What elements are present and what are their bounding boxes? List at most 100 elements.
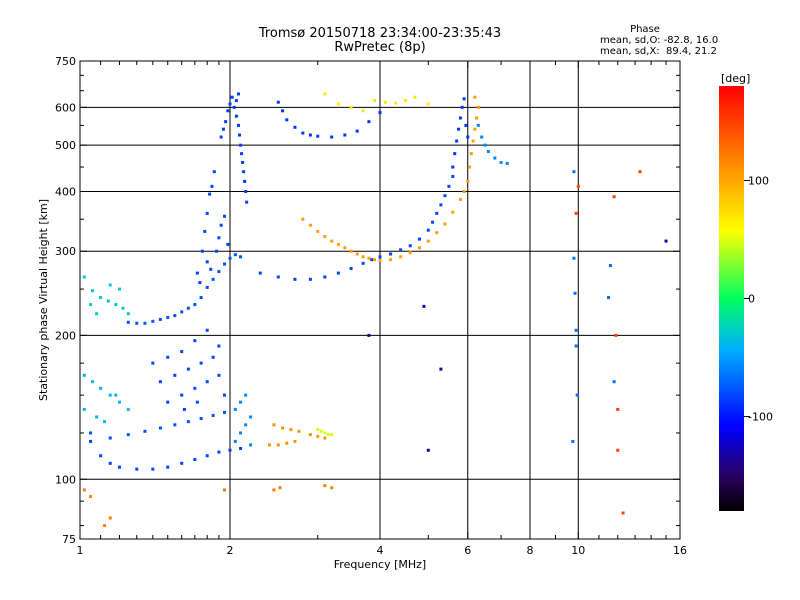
data-point — [308, 133, 312, 137]
data-point — [435, 211, 439, 215]
data-point — [108, 461, 112, 465]
data-point — [193, 303, 197, 307]
data-point — [308, 277, 312, 281]
data-point — [226, 109, 230, 113]
x-tick-label: 10 — [571, 544, 585, 557]
data-point — [95, 415, 99, 419]
data-point — [571, 439, 575, 443]
data-point — [232, 105, 236, 109]
data-point — [158, 317, 162, 321]
data-point — [389, 258, 393, 262]
data-point — [435, 231, 439, 235]
data-point — [278, 486, 282, 490]
data-point — [199, 361, 203, 365]
data-point — [664, 239, 668, 243]
data-point — [616, 448, 620, 452]
data-point — [612, 195, 616, 199]
data-point — [108, 283, 112, 287]
data-point — [443, 194, 447, 198]
data-point — [455, 139, 459, 143]
data-point — [226, 242, 230, 246]
data-point — [173, 314, 177, 318]
data-point — [215, 249, 219, 253]
data-point — [373, 258, 377, 262]
data-point — [135, 321, 139, 325]
x-tick-label: 6 — [464, 544, 471, 557]
data-point — [117, 400, 121, 404]
data-point — [272, 488, 276, 492]
data-point — [241, 160, 245, 164]
data-point — [180, 461, 184, 465]
data-point — [198, 281, 202, 285]
data-point — [426, 239, 430, 243]
phase-colorbar — [719, 86, 744, 511]
data-point — [343, 246, 347, 250]
data-point — [151, 467, 155, 471]
data-point — [217, 450, 221, 454]
data-point — [316, 428, 320, 432]
data-point — [572, 170, 576, 174]
data-point — [378, 255, 382, 259]
data-point — [186, 420, 190, 424]
chart-subtitle: RwPretec (8p) — [334, 40, 426, 55]
y-tick-label: 300 — [55, 245, 76, 258]
data-point — [426, 228, 430, 232]
data-point — [349, 105, 353, 109]
data-point — [316, 229, 320, 233]
data-point — [473, 95, 477, 99]
data-point — [195, 400, 199, 404]
data-point — [186, 367, 190, 371]
data-point — [361, 261, 365, 265]
data-point — [230, 95, 234, 99]
data-point — [466, 135, 470, 139]
data-point — [308, 223, 312, 227]
data-point — [399, 255, 403, 259]
data-point — [267, 443, 271, 447]
data-point — [180, 350, 184, 354]
y-tick-label: 500 — [55, 139, 76, 152]
data-point — [249, 415, 253, 419]
data-point — [373, 99, 377, 103]
data-point — [126, 407, 130, 411]
data-point — [236, 92, 240, 96]
data-point — [293, 125, 297, 129]
data-point — [211, 413, 215, 417]
data-point — [576, 184, 580, 188]
data-point — [289, 428, 293, 432]
data-point — [431, 220, 435, 224]
data-point — [89, 495, 93, 499]
data-point — [370, 258, 374, 262]
data-point — [108, 516, 112, 520]
data-point — [236, 123, 240, 127]
data-point — [403, 99, 407, 103]
data-point — [193, 457, 197, 461]
data-point — [126, 433, 130, 437]
data-point — [195, 271, 199, 275]
data-point — [209, 267, 213, 271]
data-point — [228, 448, 232, 452]
data-point — [186, 306, 190, 310]
data-point — [285, 441, 289, 445]
data-point — [151, 319, 155, 323]
data-point — [349, 267, 353, 271]
data-point — [108, 393, 112, 397]
data-point — [106, 299, 110, 303]
data-point — [228, 256, 232, 260]
data-point — [276, 100, 280, 104]
data-point — [439, 203, 443, 207]
data-point — [480, 135, 484, 139]
data-point — [453, 152, 457, 156]
data-point — [249, 443, 253, 447]
data-point — [205, 380, 209, 384]
data-point — [151, 361, 155, 365]
x-tick-label: 2 — [227, 544, 234, 557]
data-point — [276, 275, 280, 279]
data-point — [200, 249, 204, 253]
data-point — [297, 429, 301, 433]
data-point — [223, 262, 227, 266]
data-point — [205, 260, 209, 264]
y-tick-label: 750 — [55, 55, 76, 68]
data-point — [469, 152, 473, 156]
colorbar-tick-label: 0 — [748, 293, 755, 306]
data-point — [323, 275, 327, 279]
